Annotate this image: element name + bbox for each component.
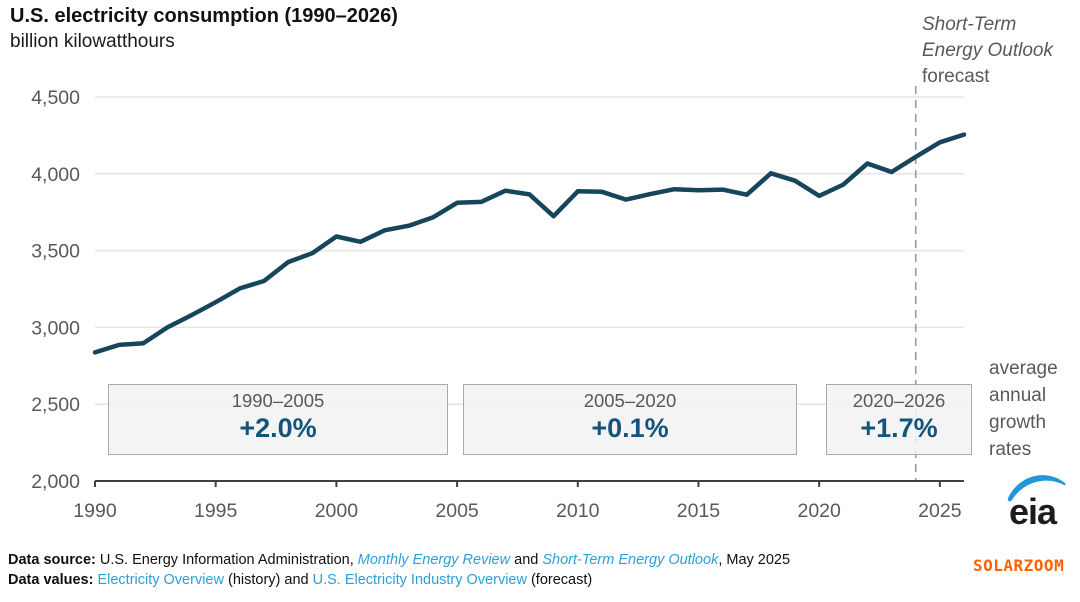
y-tick-label: 4,000: [31, 164, 80, 186]
data-source-date: , May 2025: [718, 552, 791, 568]
growth-box-2020-2026: 2020–2026 +1.7%: [826, 384, 972, 455]
x-tick-label: 2015: [677, 500, 721, 522]
y-tick-label: 3,000: [31, 317, 80, 339]
data-values-end: (forecast): [526, 572, 593, 588]
x-tick-label: 1995: [194, 500, 238, 522]
x-tick-label: 2005: [435, 500, 479, 522]
footer: Data source: U.S. Energy Information Adm…: [8, 550, 790, 590]
data-values-mid: (history) and: [223, 572, 313, 588]
y-tick-label: 4,500: [31, 87, 80, 109]
data-values-label: Data values:: [8, 572, 98, 588]
data-source-text: U.S. Energy Information Administration,: [99, 552, 358, 568]
y-tick-label: 2,500: [31, 394, 80, 416]
growth-box-rate: +0.1%: [591, 413, 669, 443]
x-tick-label: 2000: [315, 500, 359, 522]
x-tick-label: 2020: [797, 500, 841, 522]
eia-swoosh: [1007, 475, 1066, 502]
growth-box-1990-2005: 1990–2005 +2.0%: [108, 384, 448, 455]
growth-box-2005-2020: 2005–2020 +0.1%: [463, 384, 797, 455]
monthly-energy-review-link[interactable]: Monthly Energy Review: [357, 552, 511, 568]
electricity-industry-overview-link[interactable]: U.S. Electricity Industry Overview: [312, 572, 527, 588]
chart-title: U.S. electricity consumption (1990–2026): [10, 5, 398, 27]
growth-box-rate: +1.7%: [860, 413, 938, 443]
x-tick-label: 1990: [73, 500, 117, 522]
growth-box-range: 1990–2005: [231, 390, 325, 411]
data-source-line: Data source: U.S. Energy Information Adm…: [8, 550, 790, 570]
forecast-annotation-line2: Energy Outlook: [922, 40, 1053, 61]
growth-rates-note: average annual growth rates: [989, 358, 1058, 460]
electricity-overview-link[interactable]: Electricity Overview: [97, 572, 224, 588]
growth-box-range: 2020–2026: [852, 390, 946, 411]
growth-box-rate: +2.0%: [239, 413, 317, 443]
chart-subtitle: billion kilowatthours: [10, 31, 175, 52]
forecast-annotation: Short-Term Energy Outlook forecast: [922, 12, 1053, 90]
forecast-annotation-line3: forecast: [922, 66, 990, 87]
eia-logo-icon: eia: [1007, 475, 1066, 532]
y-tick-label: 3,500: [31, 241, 80, 263]
short-term-energy-outlook-link[interactable]: Short-Term Energy Outlook: [542, 552, 719, 568]
growth-box-range: 2005–2020: [583, 390, 677, 411]
data-source-and: and: [510, 552, 543, 568]
x-tick-label: 2010: [556, 500, 600, 522]
solarzoom-watermark: SOLARZOOM: [973, 556, 1065, 575]
x-tick-label: 2025: [918, 500, 962, 522]
forecast-annotation-line1: Short-Term: [922, 14, 1017, 35]
data-source-label: Data source:: [8, 552, 100, 568]
eia-logo-text: eia: [1009, 491, 1058, 532]
data-values-line: Data values: Electricity Overview (histo…: [8, 570, 790, 590]
consumption-line: [92, 132, 967, 355]
y-tick-label: 2,000: [31, 471, 80, 493]
